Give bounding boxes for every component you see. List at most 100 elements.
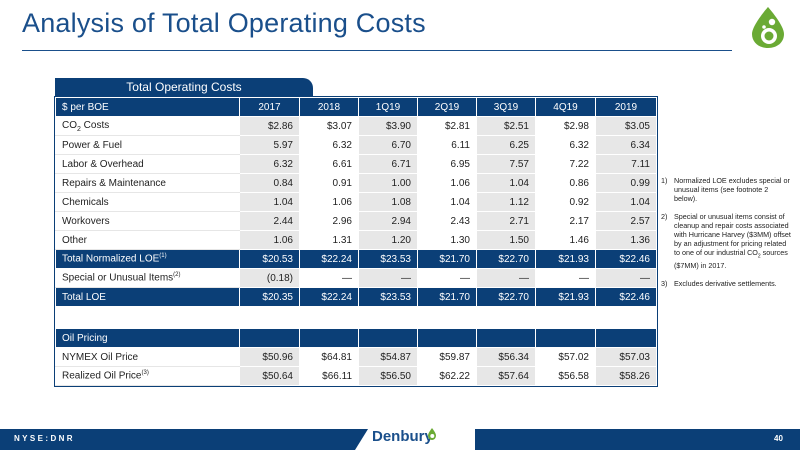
denbury-drop-logo-icon	[752, 7, 784, 48]
table-cell: $56.58	[535, 366, 596, 386]
table-cell: $20.35	[239, 287, 300, 307]
table-cell: 5.97	[239, 135, 300, 155]
table-cell: 1.04	[476, 173, 536, 193]
total-normalized-loe-row: Total Normalized LOE(1) $20.53 $22.24 $23.5…	[55, 249, 657, 269]
column-header: 2018	[299, 97, 359, 117]
row-label: Special or Unusual Items(2)	[55, 268, 240, 288]
table-cell: 2.43	[417, 211, 477, 231]
table-cell: $22.70	[476, 287, 536, 307]
table-cell: 2.17	[535, 211, 596, 231]
footnotes: 1) Normalized LOE excludes special or un…	[661, 176, 791, 297]
table-cell: $21.93	[535, 249, 596, 269]
table-cell: $22.24	[299, 249, 359, 269]
table-cell: 1.46	[535, 230, 596, 250]
row-label: Total Normalized LOE(1)	[55, 249, 240, 269]
column-header: 2017	[239, 97, 300, 117]
row-label: Repairs & Maintenance	[55, 173, 240, 193]
table-cell: 6.34	[595, 135, 657, 155]
realized-oil-price-row: Realized Oil Price(3) $50.64 $66.11 $56.50 $…	[55, 366, 657, 386]
table-cell: $57.03	[595, 347, 657, 367]
footnote-2: 2) Special or unusual items consist of c…	[661, 212, 791, 271]
table-row: Power & Fuel 5.97 6.32 6.70 6.11 6.25 6.32 6.34	[55, 135, 657, 155]
table-cell: 2.71	[476, 211, 536, 231]
table-cell: $22.46	[595, 249, 657, 269]
table-cell: —	[595, 268, 657, 288]
table-cell: 1.30	[417, 230, 477, 250]
table-cell: $22.46	[595, 287, 657, 307]
table-cell: $22.24	[299, 287, 359, 307]
table-cell: $57.64	[476, 366, 536, 386]
footer-logo-wedge	[355, 421, 475, 450]
table-row: CO2 Costs $2.86 $3.07 $3.90 $2.81 $2.51 $2.98 $…	[55, 116, 657, 136]
footer-drop-logo-icon	[428, 428, 436, 440]
table-cell: 2.94	[358, 211, 418, 231]
table-cell: 0.91	[299, 173, 359, 193]
table-cell: 1.00	[358, 173, 418, 193]
table-cell: 0.99	[595, 173, 657, 193]
table-cell: 1.06	[299, 192, 359, 212]
table-tab-label: Total Operating Costs	[55, 78, 313, 97]
table-cell: $21.93	[535, 287, 596, 307]
table-cell: $21.70	[417, 249, 477, 269]
table-cell: 1.12	[476, 192, 536, 212]
table-spacer-row	[55, 306, 657, 329]
footer-ticker: NYSE:DNR	[14, 434, 75, 443]
footer-brand: Denbury	[372, 428, 433, 445]
table-cell: —	[535, 268, 596, 288]
table-cell: $64.81	[299, 347, 359, 367]
table-cell: $3.90	[358, 116, 418, 136]
table-cell: $57.02	[535, 347, 596, 367]
row-label: Workovers	[55, 211, 240, 231]
table-cell: 1.04	[595, 192, 657, 212]
table-cell: $20.53	[239, 249, 300, 269]
table-cell: 0.92	[535, 192, 596, 212]
table-row: Other 1.06 1.31 1.20 1.30 1.50 1.46 1.36	[55, 230, 657, 250]
column-header: $ per BOE	[55, 97, 240, 117]
table-cell: $54.87	[358, 347, 418, 367]
table-cell: —	[476, 268, 536, 288]
table-cell: $22.70	[476, 249, 536, 269]
table-cell: 6.71	[358, 154, 418, 174]
page-title: Analysis of Total Operating Costs	[22, 8, 426, 38]
table-cell: $66.11	[299, 366, 359, 386]
table-cell: $2.98	[535, 116, 596, 136]
table-cell: 7.11	[595, 154, 657, 174]
table-cell: $50.64	[239, 366, 300, 386]
table-cell: 1.08	[358, 192, 418, 212]
table-row: Repairs & Maintenance 0.84 0.91 1.00 1.06 1.0…	[55, 173, 657, 193]
table-cell: 6.32	[299, 135, 359, 155]
nymex-oil-price-row: NYMEX Oil Price $50.96 $64.81 $54.87 $59.87 $…	[55, 347, 657, 367]
table-cell: 1.04	[239, 192, 300, 212]
row-label: Labor & Overhead	[55, 154, 240, 174]
row-label: Realized Oil Price(3)	[55, 366, 240, 386]
table-cell: 6.32	[239, 154, 300, 174]
special-items-row: Special or Unusual Items(2) (0.18) — — — — — —	[55, 268, 657, 288]
table-cell: —	[299, 268, 359, 288]
page-number: 40	[774, 434, 783, 443]
table-cell: —	[358, 268, 418, 288]
table-cell: —	[417, 268, 477, 288]
row-label: Other	[55, 230, 240, 250]
column-header: 2Q19	[417, 97, 477, 117]
table-cell: $56.50	[358, 366, 418, 386]
row-label: Total LOE	[55, 287, 240, 307]
table-cell: $2.51	[476, 116, 536, 136]
operating-costs-table: $ per BOE 2017 2018 1Q19 2Q19 3Q19 4Q19 2019 CO2…	[54, 96, 658, 387]
table-cell: $2.86	[239, 116, 300, 136]
total-loe-row: Total LOE $20.35 $22.24 $23.53 $21.70 $22.70 $…	[55, 287, 657, 307]
table-cell: 6.11	[417, 135, 477, 155]
table-cell: 2.57	[595, 211, 657, 231]
table-cell: 1.36	[595, 230, 657, 250]
table-cell: 1.50	[476, 230, 536, 250]
table-cell: 6.25	[476, 135, 536, 155]
footnote-1: 1) Normalized LOE excludes special or un…	[661, 176, 790, 203]
table-row: Chemicals 1.04 1.06 1.08 1.04 1.12 0.92 1.04	[55, 192, 657, 212]
table-cell: 6.32	[535, 135, 596, 155]
table-header-row: $ per BOE 2017 2018 1Q19 2Q19 3Q19 4Q19 2019	[55, 97, 657, 117]
column-header: 3Q19	[476, 97, 536, 117]
table-cell: 6.61	[299, 154, 359, 174]
table-cell: 0.86	[535, 173, 596, 193]
table-cell: 7.57	[476, 154, 536, 174]
table-cell: 7.22	[535, 154, 596, 174]
section-label: Oil Pricing	[55, 328, 240, 348]
